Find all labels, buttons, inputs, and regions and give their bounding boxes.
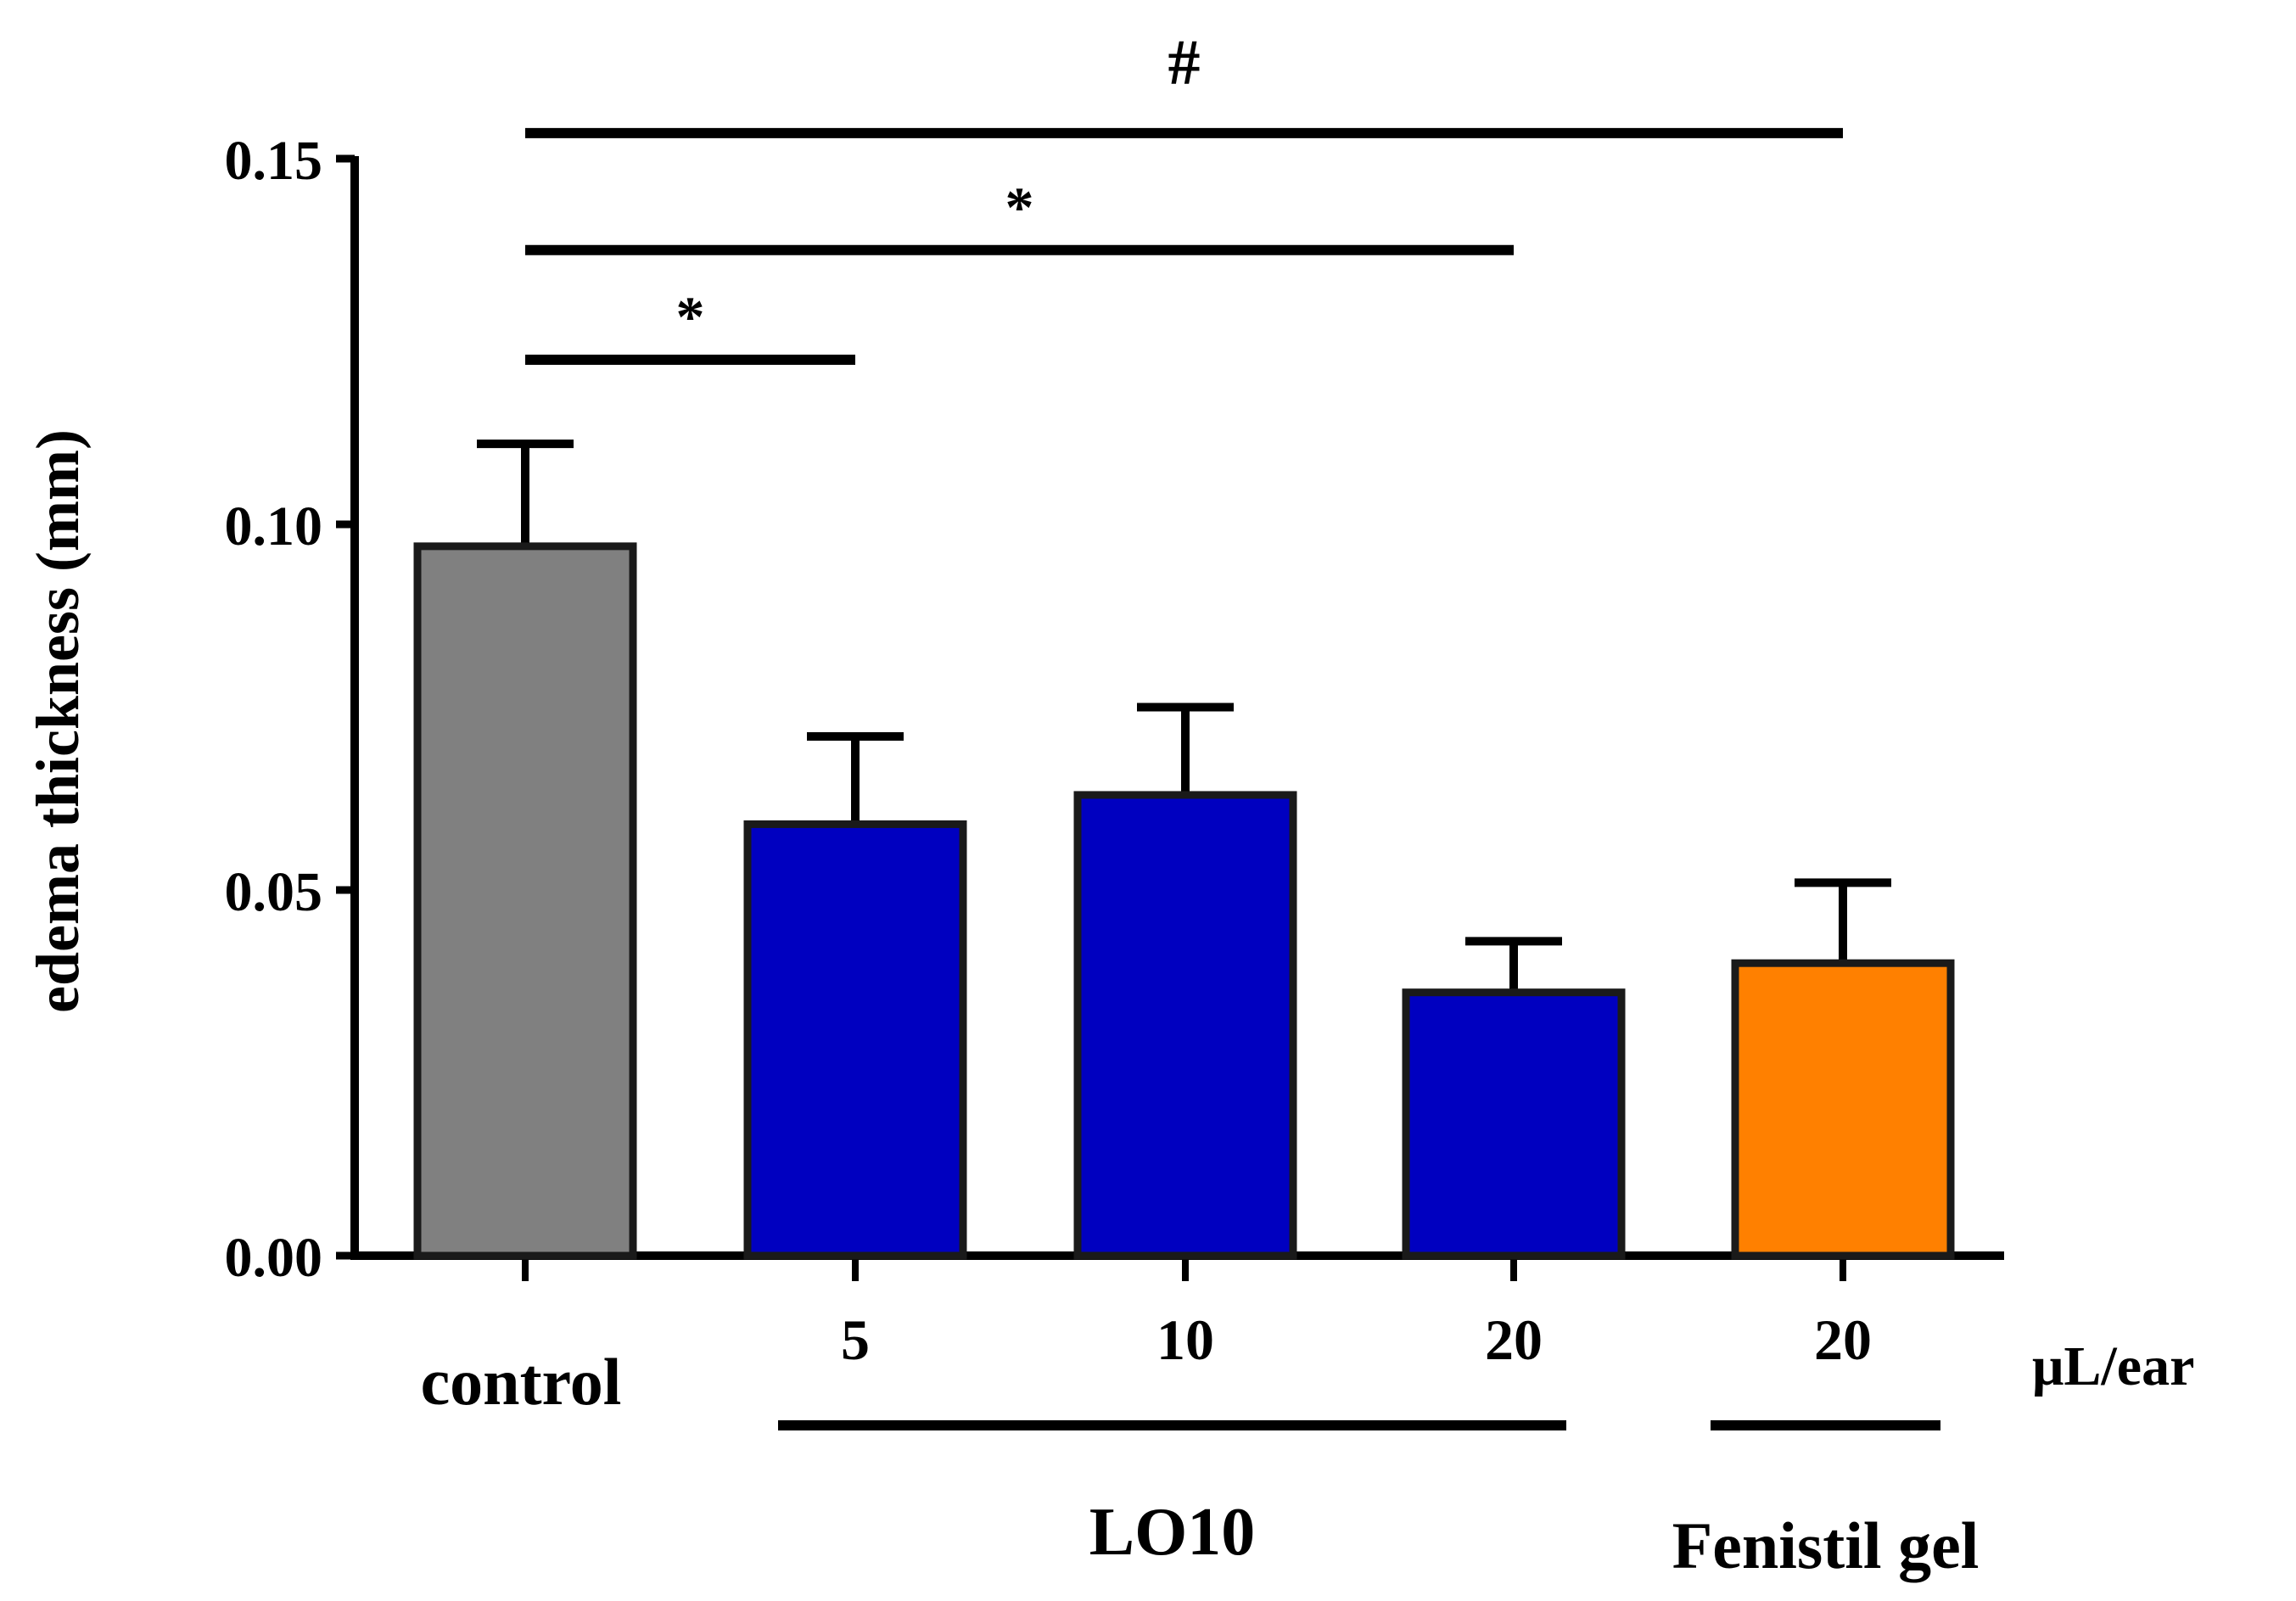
y-tick-label: 0.15: [225, 130, 323, 192]
x-tick-label: 20: [1485, 1307, 1543, 1372]
y-axis-label: edema thickness (mm): [24, 429, 92, 1013]
y-tick-label: 0.10: [225, 495, 323, 557]
group-labels: LO10 Fenistil gel: [778, 1420, 1980, 1582]
significance-marker: #: [1168, 27, 1201, 98]
significance-marker: *: [676, 284, 705, 349]
bar: [743, 820, 967, 1260]
bar: [1731, 959, 1955, 1260]
y-tick-label: 0.00: [225, 1227, 323, 1289]
group-label: Fenistil gel: [1672, 1509, 1980, 1582]
x-tick-labels: control 5 10 20 20: [421, 1307, 1872, 1419]
unit-label: μL/ear: [2032, 1335, 2194, 1397]
y-tick-label: 0.05: [225, 861, 323, 923]
bar: [1402, 988, 1626, 1260]
bar: [413, 542, 637, 1260]
group-label: LO10: [1089, 1495, 1256, 1570]
bar: [1073, 791, 1297, 1260]
x-tick-label: control: [421, 1345, 622, 1419]
x-tick-label: 10: [1156, 1307, 1214, 1372]
significance-brackets: # * *: [525, 27, 1843, 366]
bars: [413, 439, 1955, 1260]
significance-marker: *: [1005, 175, 1034, 239]
x-tick-label: 5: [841, 1307, 870, 1372]
x-tick-label: 20: [1814, 1307, 1872, 1372]
